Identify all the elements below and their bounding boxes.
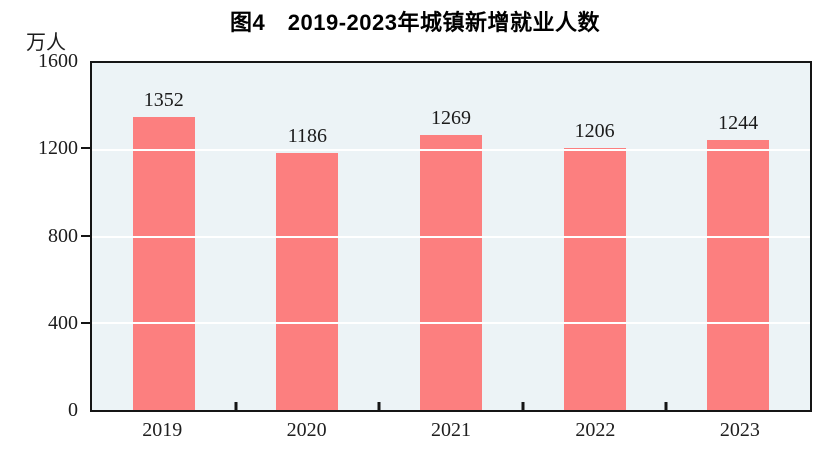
bar-series: 1352 1186 1269 1206 1244 bbox=[92, 63, 810, 410]
bar-value-2019: 1352 bbox=[143, 88, 184, 111]
x-axis-label-2020: 2020 bbox=[286, 419, 327, 441]
y-axis-tick-1200 bbox=[81, 147, 90, 150]
bar-value-2022: 1206 bbox=[574, 120, 615, 143]
gridline-800 bbox=[92, 235, 810, 238]
x-axis-tick bbox=[664, 402, 668, 410]
y-axis-label-800: 800 bbox=[48, 224, 78, 247]
bar-2021 bbox=[419, 134, 482, 410]
x-axis-label-2022: 2022 bbox=[575, 419, 616, 441]
x-axis-label-2023: 2023 bbox=[719, 419, 760, 441]
x-axis-tick bbox=[234, 402, 238, 410]
x-axis-tick bbox=[377, 402, 381, 410]
bar-group-2021: 1269 bbox=[379, 63, 523, 410]
y-axis-label-1600: 1600 bbox=[38, 50, 78, 72]
x-axis-label-2019: 2019 bbox=[142, 419, 183, 441]
chart-title: 图4 2019-2023年城镇新增就业人数 bbox=[230, 10, 600, 35]
y-axis-tick-800 bbox=[81, 234, 90, 237]
bar-2019 bbox=[132, 116, 195, 410]
bar-2023 bbox=[707, 140, 770, 410]
y-axis-unit-label: 万人 bbox=[26, 32, 66, 54]
bar-group-2022: 1206 bbox=[523, 63, 667, 410]
bar-2022 bbox=[563, 148, 626, 410]
plot-area: 1352 1186 1269 1206 1244 bbox=[90, 61, 812, 412]
x-axis: 2019 2020 2021 2022 2023 bbox=[90, 419, 812, 442]
y-axis-tick-400 bbox=[81, 321, 90, 324]
x-axis-tick bbox=[521, 402, 525, 410]
y-axis-label-400: 400 bbox=[48, 311, 78, 334]
bar-2020 bbox=[276, 152, 339, 410]
bar-value-2021: 1269 bbox=[430, 106, 471, 129]
bar-value-2023: 1244 bbox=[718, 112, 759, 135]
y-axis-label-0: 0 bbox=[68, 399, 78, 421]
bar-group-2020: 1186 bbox=[236, 63, 380, 410]
y-axis-label-1200: 1200 bbox=[38, 137, 78, 160]
bar-value-2020: 1186 bbox=[287, 124, 328, 147]
bar-group-2019: 1352 bbox=[92, 63, 236, 410]
bar-group-2023: 1244 bbox=[666, 63, 810, 410]
x-axis-label-2021: 2021 bbox=[431, 419, 472, 441]
gridline-1200 bbox=[92, 148, 810, 151]
gridline-400 bbox=[92, 322, 810, 325]
